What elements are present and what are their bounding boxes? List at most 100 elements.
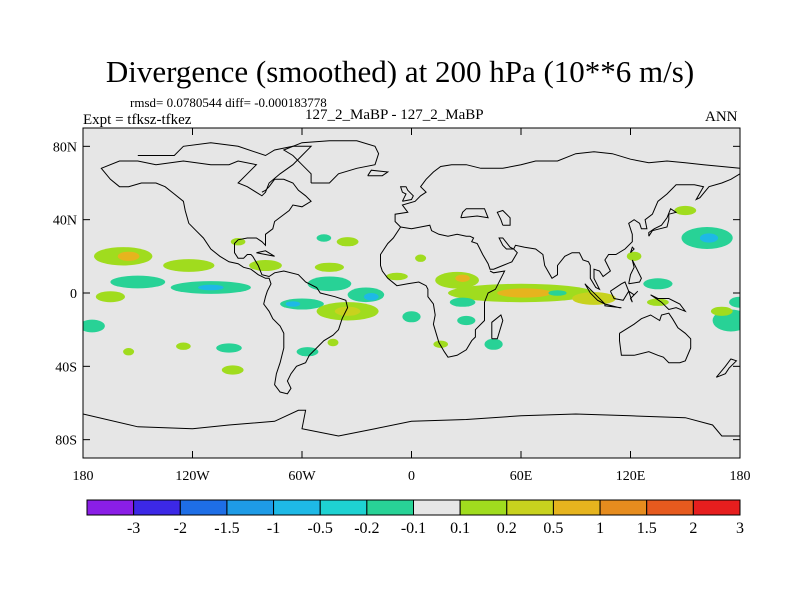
y-tick-label-1: 40N [53,214,77,229]
colorbar-label-7: 0.1 [450,520,470,537]
colorbar-swatch-2 [179,499,228,516]
coastline-21 [83,409,740,437]
coastline-13 [628,290,639,303]
divergence-region-44 [433,340,449,348]
colorbar-swatch-12 [646,499,694,516]
divergence-region-29 [643,278,673,290]
colorbar-swatch-7 [413,499,461,516]
colorbar-label-13: 3 [736,520,744,537]
chart-title: Divergence (smoothed) at 200 hPa (10**6 … [105,54,695,89]
colorbar-label-2: -1.5 [214,520,239,537]
coastline-7 [619,312,692,364]
x-tick-label-0: 180 [73,469,94,484]
colorbar-swatch-0 [86,499,135,516]
colorbar-label-12: 2 [689,520,697,537]
coastline-16 [628,259,642,285]
coastline-6 [491,314,504,340]
coastline-11 [604,303,622,309]
divergence-region-18 [334,306,361,316]
coastline-18 [496,209,511,226]
colorbar-swatch-13 [692,499,741,516]
divergence-region-34 [674,205,697,216]
coastline-1 [282,140,380,184]
coastline-5 [380,226,506,358]
coastline-17 [256,250,275,257]
experiment-label: Expt = tfksz-tfkez [83,112,192,128]
divergence-region-37 [729,296,740,308]
coastline-2 [367,169,390,177]
divergence-region-47 [123,348,135,356]
colorbar-swatch-4 [273,499,321,516]
coastline-0 [100,142,349,395]
coastline-layer [83,140,740,437]
divergence-region-1 [117,251,140,261]
divergence-region-21 [455,274,470,282]
colorbar-swatch-10 [552,499,601,516]
divergence-region-7 [415,254,427,262]
colorbar-label-11: 1.5 [637,520,657,537]
divergence-region-19 [402,311,421,323]
y-tick-label-2: 0 [70,287,77,302]
coastline-4 [400,173,740,291]
divergence-region-43 [327,338,339,347]
divergence-region-13 [364,293,379,301]
divergence-region-28 [484,338,503,350]
stats-line: rmsd= 0.0780544 diff= -0.000183778 [130,95,327,110]
divergence-region-45 [316,234,332,242]
case-label: 127_2_MaBP - 127_2_MaBP [305,107,484,123]
coastline-15 [630,246,635,254]
colorbar: -3 -2 -1.5 -1 -0.5 -0.2 -0.1 0.1 0.2 0.5 1 1.5 2 3 [86,499,744,537]
colorbar-label-4: -0.5 [308,520,333,537]
x-tick-label-2: 60W [288,469,316,484]
x-tick-label-5: 120E [616,469,646,484]
divergence-region-36 [710,306,733,316]
divergence-region-16 [285,301,301,307]
colorbar-swatch-5 [319,499,368,516]
y-tick-label-0: 80N [53,140,77,155]
divergence-region-24 [572,292,616,305]
y-tick-label-4: 80S [55,434,77,449]
divergence-region-6 [386,272,408,281]
divergence-region-26 [449,297,476,307]
coastline-8 [715,358,738,378]
divergence-region-8 [110,275,166,289]
colorbar-label-0: -3 [127,520,140,537]
plot-background [83,128,740,458]
divergence-region-40 [176,342,191,350]
divergence-region-31 [626,251,642,261]
y-tick-label-3: 40S [55,360,77,375]
coastline-19 [460,208,489,219]
axis-ticks: 180 120W 60W 0 60E 120E 180 80N 40N 0 40S 80S [53,128,751,484]
divergence-region-27 [457,315,476,326]
x-tick-label-3: 0 [408,469,415,484]
divergence-region-42 [296,347,319,357]
colorbar-swatch-6 [366,499,414,516]
season-label: ANN [705,109,738,125]
divergence-region-5 [336,237,359,247]
contour-fill-layer [83,205,740,375]
divergence-region-33 [699,233,719,243]
divergence-region-10 [198,284,224,291]
colorbar-label-10: 1 [596,520,604,537]
divergence-region-41 [221,365,244,375]
coastline-9 [650,294,687,313]
colorbar-swatch-11 [599,499,648,516]
divergence-region-15 [280,298,324,310]
colorbar-label-5: -0.2 [354,520,379,537]
x-tick-label-6: 180 [730,469,751,484]
coastline-14 [648,207,678,237]
colorbar-swatch-8 [459,499,508,516]
divergence-region-25 [548,290,567,296]
colorbar-label-8: 0.2 [497,520,517,537]
colorbar-swatch-9 [506,499,554,516]
colorbar-label-3: -1 [267,520,280,537]
divergence-region-14 [95,291,125,303]
colorbar-swatch-1 [133,499,181,516]
coastline-3 [394,151,740,228]
colorbar-swatch-3 [226,499,275,516]
x-tick-label-1: 120W [175,469,210,484]
colorbar-label-9: 0.5 [543,520,563,537]
colorbar-label-6: -0.1 [401,520,426,537]
divergence-region-39 [216,343,242,353]
